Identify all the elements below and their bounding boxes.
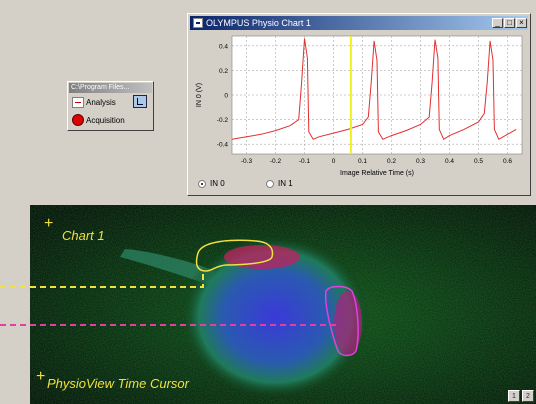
x-tick-label: 0.3 [416, 158, 425, 165]
y-tick-label: 0 [224, 93, 228, 100]
physio-chart-window: OLYMPUS Physio Chart 1 _ □ × -0.4 -0.2 0 0.… [187, 13, 531, 196]
chart-crosshair-icon[interactable]: + [44, 215, 54, 232]
roi-magenta[interactable] [324, 285, 359, 357]
x-tick-label: -0.3 [241, 158, 253, 165]
chart-1-label: Chart 1 [62, 228, 105, 243]
program-files-window: C:\Program Files... Analysis Acquisition [67, 81, 154, 131]
y-tick-label: -0.4 [217, 142, 229, 149]
x-axis-label: Image Relative Time (s) [340, 170, 414, 177]
roi-yellow[interactable] [195, 239, 274, 272]
chart-window-titlebar[interactable]: OLYMPUS Physio Chart 1 _ □ × [190, 16, 528, 30]
analysis-label: Analysis [86, 98, 116, 107]
x-tick-label: -0.2 [270, 158, 282, 165]
x-tick-label: 0 [332, 158, 336, 165]
record-icon [72, 114, 84, 126]
physioview-time-cursor-label: PhysioView Time Cursor [47, 376, 189, 391]
chart-icon[interactable] [133, 95, 147, 108]
chart-window-title: OLYMPUS Physio Chart 1 [206, 18, 311, 28]
radio-in1-label: IN 1 [278, 179, 293, 188]
x-tick-label: 0.2 [387, 158, 396, 165]
signal-trace [231, 38, 517, 141]
y-axis-label: IN 0 (V) [196, 83, 203, 107]
physio-plot[interactable]: -0.4 -0.2 0 0.2 0.4 -0.3 -0.2 -0.1 0 0.1 0.2 0.3 0.… [190, 32, 528, 178]
close-button[interactable]: × [516, 18, 527, 28]
program-window-title[interactable]: C:\Program Files... [69, 83, 152, 93]
acquisition-button[interactable]: Acquisition [72, 114, 125, 126]
x-tick-label: -0.1 [299, 158, 311, 165]
x-tick-label: 0.5 [474, 158, 483, 165]
minimize-button[interactable]: _ [492, 18, 503, 28]
radio-in0[interactable]: IN 0 [198, 179, 225, 188]
x-tick-label: 0.4 [445, 158, 454, 165]
restore-button[interactable]: □ [504, 18, 515, 28]
acquisition-label: Acquisition [86, 115, 125, 125]
radio-in0-label: IN 0 [210, 179, 225, 188]
analysis-button[interactable]: Analysis [72, 97, 116, 108]
y-tick-label: 0.2 [219, 68, 228, 75]
page-button-1[interactable]: 1 [508, 390, 520, 402]
radio-in0-button[interactable] [198, 179, 206, 188]
x-tick-label: 0.6 [503, 158, 512, 165]
y-tick-label: -0.2 [217, 117, 229, 124]
page-button-2[interactable]: 2 [522, 390, 534, 402]
radio-in1[interactable]: IN 1 [266, 179, 293, 188]
radio-in1-button[interactable] [266, 179, 274, 188]
page-buttons: 1 2 [508, 390, 534, 402]
analysis-icon [72, 97, 84, 108]
fluorescence-image-view[interactable]: + Chart 1 + PhysioView Time Cursor 1 2 [30, 205, 536, 404]
fluorescence-image [30, 205, 536, 404]
x-tick-label: 0.1 [358, 158, 367, 165]
olympus-app-icon [193, 18, 203, 28]
y-tick-label: 0.4 [219, 43, 228, 50]
time-cursor-crosshair-icon[interactable]: + [36, 368, 46, 385]
